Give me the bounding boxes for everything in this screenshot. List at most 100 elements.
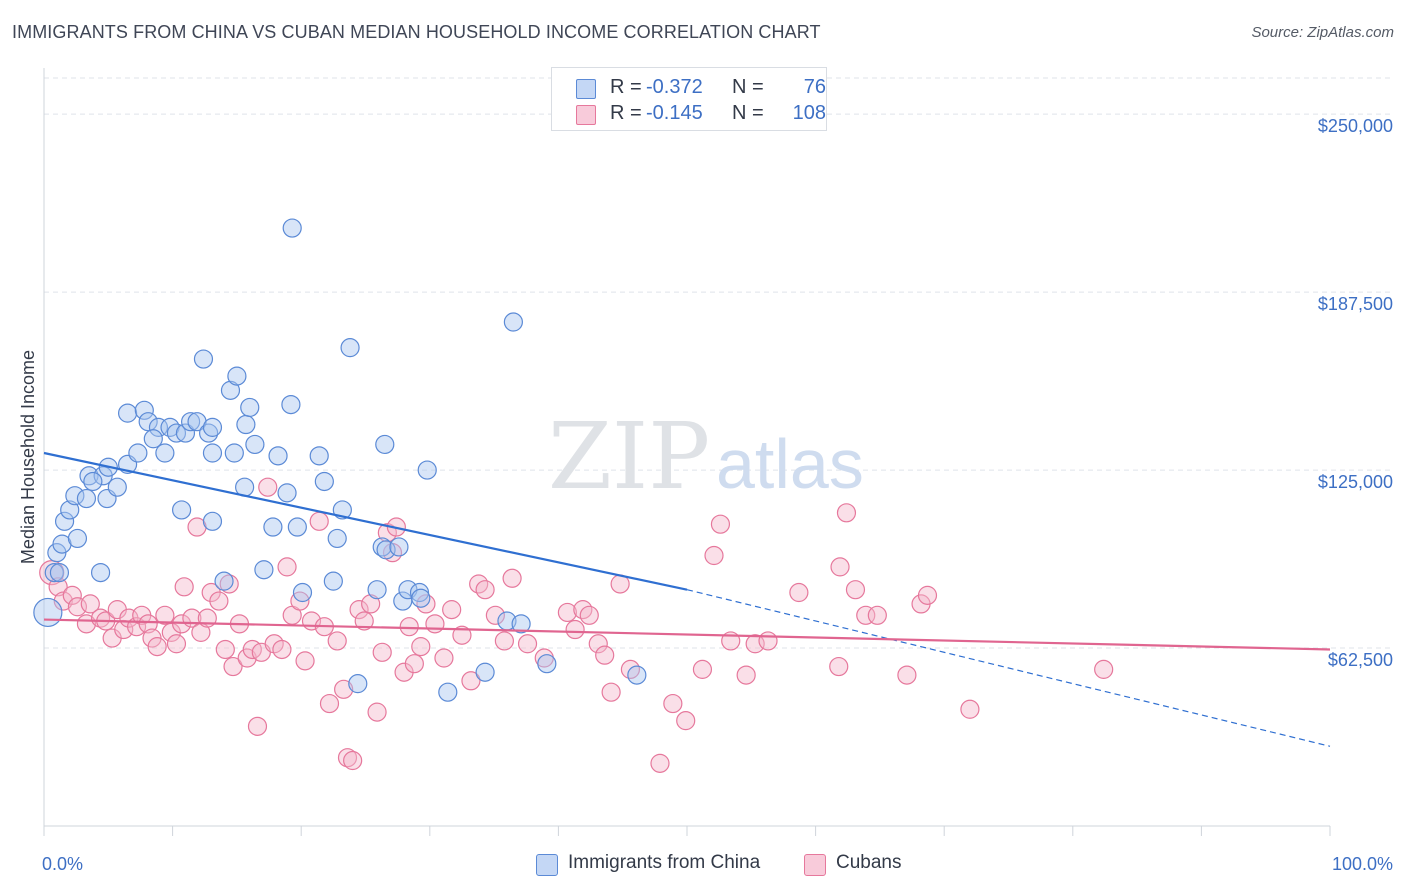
cubans-points	[39, 477, 1114, 773]
series-legend: Immigrants from China Cubans	[0, 852, 1406, 878]
legend-r-value: -0.145	[646, 102, 703, 124]
cubans-point	[361, 594, 381, 614]
y-axis-label: Median Household Income	[18, 350, 38, 564]
watermark-atlas: atlas	[716, 425, 864, 503]
china-point	[281, 394, 301, 415]
chart-title: IMMIGRANTS FROM CHINA VS CUBAN MEDIAN HO…	[12, 22, 821, 42]
legend-label-china: Immigrants from China	[568, 852, 761, 873]
cubans-point	[502, 568, 522, 588]
cubans-point	[367, 702, 387, 722]
cubans-point	[80, 594, 100, 614]
china-point	[175, 423, 196, 443]
china-points	[33, 218, 647, 702]
cubans-point	[452, 625, 472, 645]
watermark: ZIP atlas	[548, 403, 864, 510]
china-point	[202, 417, 223, 437]
cubans-point	[601, 682, 621, 702]
cubans-point	[557, 602, 578, 623]
cubans-point	[836, 503, 857, 523]
china-point	[202, 443, 223, 463]
china-point	[67, 528, 88, 549]
cubans-point	[425, 614, 445, 634]
china-point	[323, 571, 343, 591]
china-point	[227, 366, 247, 386]
legend-swatch-china	[536, 854, 558, 876]
cubans-point	[897, 665, 917, 685]
china-point	[224, 443, 244, 463]
source-attribution: Source: ZipAtlas.com	[1251, 24, 1394, 41]
china-point	[268, 446, 288, 466]
cubans-point	[710, 514, 731, 534]
china-point	[117, 403, 138, 423]
china-point	[375, 434, 395, 455]
cubans-point	[272, 639, 292, 660]
china-point	[511, 614, 531, 634]
legend-n-value: 76	[803, 76, 826, 98]
legend-label-cuba: Cubans	[836, 852, 902, 873]
china-trend-extension	[686, 589, 1331, 747]
cubans-point	[90, 608, 111, 628]
cubans-point	[337, 748, 358, 768]
cubans-point	[147, 637, 167, 657]
cubans-point	[416, 594, 436, 614]
cubans-point	[595, 645, 615, 665]
china-point	[148, 417, 169, 437]
china-point	[327, 528, 347, 549]
correlation-legend: R = -0.372 N = 76 R = -0.145 N = 108	[551, 67, 827, 131]
cubans-point	[676, 711, 696, 731]
cubans-point	[76, 614, 97, 634]
china-point	[143, 429, 163, 449]
y-tick-label: $187,500	[1318, 294, 1393, 314]
cubans-point	[830, 557, 850, 577]
cubans-trend-line	[43, 618, 1331, 651]
china-point	[128, 443, 148, 463]
cubans-point	[442, 600, 462, 620]
china-point	[503, 312, 523, 332]
china-point	[277, 483, 297, 503]
y-tick-labels: $62,500 $125,000 $187,500 $250,000	[1318, 116, 1393, 670]
china-point	[340, 338, 360, 358]
china-point	[411, 588, 431, 608]
watermark-zip: ZIP	[548, 403, 710, 510]
cubans-point	[223, 656, 243, 677]
china-point	[537, 654, 557, 674]
china-point	[44, 562, 64, 583]
china-point	[134, 400, 154, 420]
cubans-point	[650, 753, 670, 773]
china-point	[314, 471, 334, 492]
cubans-point	[411, 637, 431, 657]
y-tick-label: $62,500	[1328, 650, 1393, 670]
cubans-point	[62, 585, 82, 605]
cubans-point	[758, 631, 778, 651]
china-point	[90, 562, 111, 583]
cubans-point	[138, 614, 158, 634]
cubans-point	[295, 651, 315, 671]
china-point	[76, 488, 97, 509]
china-point	[65, 486, 85, 506]
china-point	[475, 662, 495, 682]
cubans-point	[174, 577, 194, 597]
legend-swatch-cuba	[576, 105, 596, 125]
cubans-point	[215, 639, 235, 660]
cubans-point	[867, 605, 887, 625]
china-point	[417, 460, 437, 480]
cubans-point	[219, 574, 239, 594]
cubans-point	[692, 659, 713, 679]
legend-r-label: R =	[610, 102, 642, 124]
china-point	[155, 443, 175, 463]
cubans-point	[434, 648, 454, 668]
legend-n-value: 108	[792, 102, 826, 124]
cubans-point	[354, 611, 374, 631]
china-point	[172, 500, 192, 520]
china-point	[348, 674, 368, 694]
china-point	[193, 349, 214, 369]
legend-swatch-cuba	[804, 854, 826, 876]
legend-n-label: N =	[732, 76, 764, 98]
china-point	[254, 560, 274, 580]
china-point	[263, 517, 283, 537]
cubans-point	[166, 634, 187, 654]
cubans-point	[1094, 659, 1114, 679]
china-point	[202, 511, 223, 531]
x-tick-label: 100.0%	[1332, 854, 1393, 874]
cubans-point	[565, 619, 585, 640]
